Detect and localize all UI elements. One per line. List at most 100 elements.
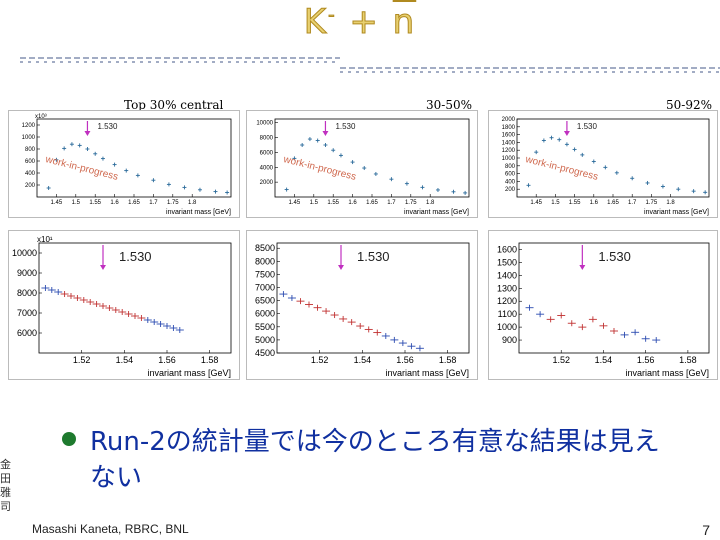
data-point [339,315,348,322]
data-point [652,337,661,344]
data-point [599,322,608,329]
plot-frame [276,242,470,354]
data-point [182,185,187,190]
x-tick-label: 1.52 [311,355,329,365]
y-tick-label: 6500 [255,296,275,306]
data-point [137,315,146,321]
y-tick-label: 400 [25,171,36,177]
data-point [73,295,82,301]
bullet-dot [62,432,76,446]
data-point [47,287,56,293]
x-tick-label: 1.75 [646,200,658,206]
page-number: 7 [702,522,710,538]
mass-marker-arrow [579,245,586,270]
x-tick-label: 1.8 [188,200,197,206]
data-point [296,298,305,305]
data-point [691,189,696,194]
x-tick-label: 1.45 [530,200,542,206]
data-point [526,183,531,188]
data-point [151,178,156,183]
x-tick-label: 1.45 [51,200,63,206]
data-point [41,285,50,291]
x-tick-label: 1.56 [158,355,176,365]
data-point [111,307,120,313]
data-point [525,304,534,311]
data-point [415,345,424,352]
data-point [62,146,67,151]
y-tick-label: 1400 [502,140,516,146]
y-tick-label: 1500 [497,257,517,267]
data-point [92,301,101,307]
mass-marker-arrow [563,121,570,136]
data-point [588,316,597,323]
x-axis-label: invariant mass [GeV] [625,368,709,378]
data-point [279,291,288,298]
title-plus: + [336,2,393,43]
data-point [338,153,343,158]
y-tick-label: 6000 [260,150,274,156]
y-tick-label: 1600 [502,133,516,139]
watermark-label: work-in-progress [43,154,119,183]
x-tick-label: 1.55 [327,200,339,206]
data-point [124,311,133,317]
data-point [373,171,378,176]
data-point [331,148,336,153]
data-point [373,329,382,336]
data-point [381,332,390,339]
data-point [398,340,407,347]
data-point [67,293,75,299]
data-point [131,313,139,319]
y-tick-label: 600 [505,172,516,178]
data-point [541,138,546,143]
x-axis-label: invariant mass [GeV] [385,368,469,378]
data-point [676,187,681,192]
y-tick-label: 9000 [17,268,37,278]
data-point [356,323,365,330]
data-point [79,297,88,303]
x-axis-label: invariant mass [GeV] [147,368,231,378]
y-tick-label: 800 [25,147,36,153]
data-point [307,137,312,142]
y-tick-label: 2000 [502,117,516,123]
mass-marker-arrow [338,245,344,270]
y-exponent: x10³ [35,114,47,120]
mass-marker-label: 1.530 [97,122,118,131]
x-tick-label: 1.7 [149,200,158,206]
data-point [645,180,650,185]
data-point [135,173,140,178]
y-tick-label: 1300 [497,283,517,293]
data-point [703,190,708,195]
data-point [641,335,650,342]
data-point [169,325,178,331]
y-tick-label: 8500 [255,243,275,253]
data-point [105,305,114,311]
x-tick-label: 1.8 [666,200,675,206]
x-axis-label: invariant mass [GeV] [166,209,231,216]
data-point [451,189,456,194]
data-point [313,304,322,311]
title-k: K [303,2,329,43]
data-point [557,137,562,142]
y-tick-label: 1600 [497,244,517,254]
data-point [300,143,305,147]
y-tick-label: 7000 [255,283,275,293]
y-tick-label: 600 [25,159,36,165]
y-tick-label: 1000 [497,322,517,332]
x-tick-label: 1.5 [310,200,319,206]
x-tick-label: 1.58 [679,355,697,365]
data-point [323,143,328,147]
watermark-label: work-in-progress [523,154,599,183]
chart-top30-zoom: 1.52 1.54 1.56 1.58 6000 7000 8000 9000 10000x10… [8,230,240,380]
label-30-50: 30-50% [426,98,472,112]
x-tick-label: 1.56 [396,355,414,365]
x-tick-label: 1.58 [439,355,457,365]
y-tick-label: 1200 [22,123,36,129]
plot-frame [518,242,710,354]
x-tick-label: 1.75 [405,200,417,206]
x-tick-label: 1.56 [637,355,655,365]
data-point [284,187,289,192]
x-tick-label: 1.5 [72,200,81,206]
data-point [549,135,554,140]
x-tick-label: 1.45 [289,200,301,206]
label-50-92: 50-92% [666,98,712,112]
